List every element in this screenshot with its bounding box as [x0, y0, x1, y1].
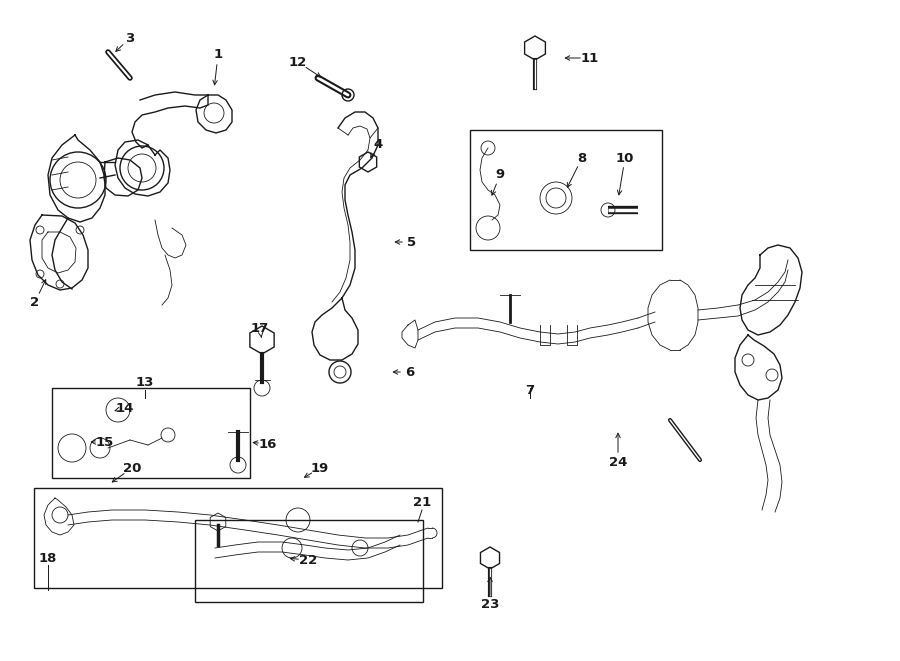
Text: 17: 17: [251, 321, 269, 334]
Text: 7: 7: [526, 383, 535, 397]
Text: 13: 13: [136, 375, 154, 389]
Text: 10: 10: [616, 151, 634, 165]
Text: 22: 22: [299, 553, 317, 566]
Text: 5: 5: [408, 235, 417, 249]
Text: 16: 16: [259, 438, 277, 451]
Text: 12: 12: [289, 56, 307, 69]
Text: 18: 18: [39, 551, 58, 564]
Text: 24: 24: [608, 455, 627, 469]
Text: 2: 2: [31, 295, 40, 309]
Text: 1: 1: [213, 48, 222, 61]
Text: 20: 20: [122, 461, 141, 475]
Text: 23: 23: [481, 598, 500, 611]
Text: 11: 11: [580, 52, 599, 65]
Text: 4: 4: [374, 139, 382, 151]
Bar: [52, 388, 250, 478]
Text: 21: 21: [413, 496, 431, 508]
Text: 8: 8: [578, 151, 587, 165]
Bar: [195, 520, 423, 602]
Bar: [34, 488, 442, 588]
Text: 15: 15: [96, 436, 114, 449]
Text: 9: 9: [495, 169, 505, 182]
Text: 14: 14: [116, 401, 134, 414]
Text: 3: 3: [125, 32, 135, 44]
Text: 19: 19: [310, 461, 329, 475]
Text: 6: 6: [405, 366, 415, 379]
Bar: [470, 130, 662, 250]
